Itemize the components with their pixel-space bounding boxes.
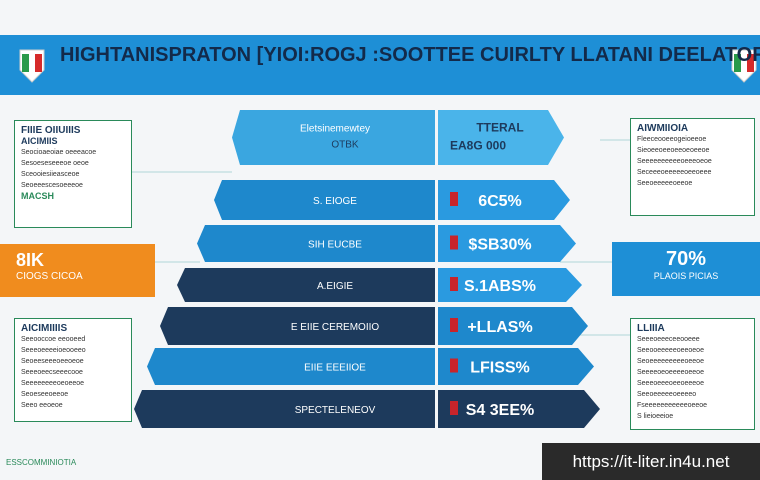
- panel-line: S lieioeeioe: [637, 413, 674, 420]
- ribbon-right: [438, 180, 570, 220]
- stat-box: 8IK CIOGS CICOA: [0, 244, 155, 297]
- stat-value: 70%: [665, 248, 707, 270]
- header-banner: [0, 35, 760, 95]
- row-value: TTERAL: [476, 121, 523, 135]
- ribbon-left: [134, 390, 435, 428]
- row-sublabel: OTBK: [331, 140, 359, 151]
- row-label: S. EIOGE: [313, 196, 357, 207]
- panel-line: Seeo eeoeoe: [21, 402, 63, 409]
- panel-line: Fseeeeeeeeeeeoeeoe: [637, 402, 708, 409]
- panel-line: Sceooiesiieasceoe: [21, 171, 80, 178]
- ribbon-right: [438, 268, 582, 302]
- panel-line: Seoeeeeeeeeeoeeoe: [637, 358, 704, 365]
- panel-line: Seocioaeoiae oeeeacoe: [21, 149, 97, 156]
- panel-line: Seeooeeeeeoeeoeoe: [637, 347, 704, 354]
- stat-label: CIOGS CICOA: [16, 271, 83, 282]
- row-value: $SB30%: [468, 237, 531, 254]
- title: HIGHTANISPRATON [YIOI:ROGJ :SOOTTEE CUIR…: [60, 44, 760, 66]
- row-label: E EIIE CEREMOIIO: [291, 322, 380, 333]
- panel-line: Seeeoeeeceeooeee: [637, 336, 700, 343]
- row-label: A.EIGIE: [317, 281, 353, 292]
- row-value: +LLAS%: [467, 319, 532, 336]
- panel-line: Seeoeeeeeoeeoe: [637, 180, 693, 187]
- row-icon: [450, 235, 458, 250]
- row-icon: [450, 277, 458, 291]
- row-label: Eletsinemewtey: [300, 124, 370, 135]
- panel-line: Seoeeseeeoeeoeoe: [21, 358, 84, 365]
- panel-line: Seeoeeeeeoeeeeo: [637, 391, 697, 398]
- row-icon: [450, 318, 458, 332]
- info-panel: AIWMIIOIA Fleeceooeeogeioeeoe Sieoeeoeeoee…: [630, 118, 755, 216]
- ribbon-left: [177, 268, 435, 302]
- watermark: https://it-liter.in4u.net: [542, 443, 760, 480]
- ribbon-left: [147, 348, 435, 385]
- panel-line: Sieoeeoeeoeeoeoeeoe: [637, 147, 710, 154]
- row-label: SIH EUCBE: [308, 240, 362, 251]
- panel-line: Sesoeseseeeoe oeoe: [21, 160, 89, 167]
- ribbon-left: [197, 225, 435, 262]
- flag-icon: [19, 49, 45, 83]
- row-value: 6C5%: [478, 193, 522, 210]
- panel-line: Seeeoeecseeecooe: [21, 369, 83, 376]
- row-value: LFISS%: [470, 360, 530, 377]
- row-icon: [450, 358, 458, 373]
- footer-text: ESSCOMMINIOTIA: [6, 458, 77, 467]
- ribbon-right: [438, 110, 564, 165]
- info-panel: LLIIIA Seeeoeeeceeooeee Seeooeeeeeoeeoeoe S…: [630, 318, 755, 430]
- panel-line: Seeeoeeeoeeoeeeoe: [637, 380, 704, 387]
- panel-line: Fleeceooeeogeioeeoe: [637, 136, 707, 143]
- info-panel: FIIIE OIIUIIIS AICIMIIS Seocioaeoiae oeeea…: [14, 120, 132, 228]
- flag-icon: [731, 49, 757, 83]
- panel-line: Seeooccoe eeooeed: [21, 336, 86, 343]
- panel-line: Seoeseeoeeoe: [21, 391, 69, 398]
- row-value: S4 3EE%: [466, 402, 534, 419]
- ribbon-left: [232, 110, 435, 165]
- stat-label: PLAOIS PICIAS: [653, 271, 719, 281]
- ribbon-left: [160, 307, 435, 345]
- row-label: EIIE EEEIIOE: [304, 363, 366, 374]
- row-label: SPECTELENEOV: [295, 405, 376, 416]
- panel-line: Seeeeeeeeeeoeeeoeoe: [637, 158, 712, 165]
- row-value-sub: EA8G 000: [450, 139, 506, 153]
- panel-title: AIWMIIOIA: [637, 123, 689, 134]
- panel-line: Seeeeoeoeeeeoeeoe: [637, 369, 704, 376]
- ribbon-right: [438, 307, 588, 345]
- row-icon: [450, 401, 458, 415]
- stat-value: 8IK: [16, 250, 45, 270]
- row-value: S.1ABS%: [464, 278, 536, 295]
- panel-line: Seeeeeeeeoeoeeoe: [21, 380, 85, 387]
- ribbon-left: [214, 180, 435, 220]
- panel-line: Seceeeoeeeeeoeeoeee: [637, 169, 712, 176]
- panel-line: Seeeoeeeeioeooeeo: [21, 347, 86, 354]
- info-panel: AICIMIIIIS Seeooccoe eeooeed Seeeoeeeeioeo…: [14, 318, 132, 422]
- panel-subtitle: AICIMIIS: [21, 136, 58, 146]
- panel-line: Seoeeescesoeeeoe: [21, 182, 83, 189]
- ribbon-right: [438, 390, 600, 428]
- ribbon-right: [438, 225, 576, 262]
- panel-title: FIIIE OIIUIIIS: [21, 125, 81, 136]
- row-icon: [450, 192, 458, 206]
- stat-box: 70% PLAOIS PICIAS: [612, 242, 760, 296]
- panel-title: LLIIIA: [637, 323, 665, 334]
- panel-footer: MACSH: [21, 191, 54, 201]
- panel-title: AICIMIIIIS: [21, 323, 68, 334]
- ribbon-right: [438, 348, 594, 385]
